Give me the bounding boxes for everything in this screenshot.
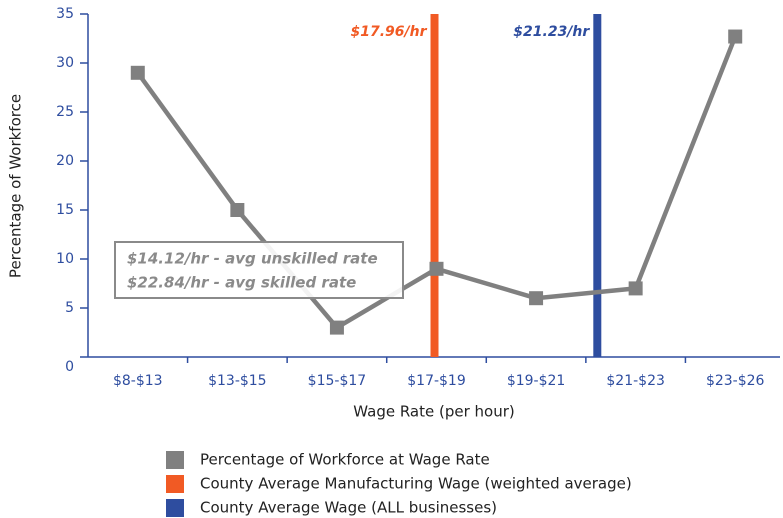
- annotation: $22.84/hr - avg skilled rate: [127, 274, 356, 292]
- legend-label: County Average Wage (ALL businesses): [200, 499, 497, 517]
- data-point: [130, 65, 145, 80]
- y-tick-label: 20: [56, 153, 74, 169]
- x-tick-label: $15-$17: [308, 373, 367, 389]
- y-tick-label: 35: [56, 6, 74, 22]
- legend-label: Percentage of Workforce at Wage Rate: [200, 451, 490, 469]
- data-point: [429, 261, 444, 276]
- legend-swatch: [166, 451, 184, 469]
- legend-swatch: [166, 475, 184, 493]
- y-tick-label: 0: [65, 359, 74, 375]
- legend-label: County Average Manufacturing Wage (weigh…: [200, 475, 632, 493]
- x-tick-label: $21-$23: [606, 373, 665, 389]
- y-tick-label: 10: [56, 251, 74, 267]
- reference-label: $17.96/hr: [350, 24, 427, 40]
- x-axis-label: Wage Rate (per hour): [353, 403, 515, 421]
- x-tick-label: $17-$19: [407, 373, 466, 389]
- y-tick-label: 15: [56, 202, 74, 218]
- y-axis-label: Percentage of Workforce: [7, 94, 25, 278]
- x-tick-label: $13-$15: [208, 373, 267, 389]
- y-tick-label: 5: [65, 300, 74, 316]
- x-tick-label: $19-$21: [507, 373, 566, 389]
- data-point: [529, 291, 544, 306]
- y-tick-label: 30: [56, 55, 74, 71]
- data-point: [230, 203, 245, 217]
- y-tick-label: 25: [56, 104, 74, 120]
- data-point: [329, 320, 344, 335]
- data-point: [728, 29, 743, 44]
- data-point: [628, 281, 643, 296]
- annotation-box: [114, 241, 404, 299]
- legend-swatch: [166, 499, 184, 517]
- reference-label: $21.23/hr: [513, 24, 590, 40]
- x-tick-label: $23-$26: [706, 373, 765, 389]
- x-tick-label: $8-$13: [113, 373, 163, 389]
- annotation: $14.12/hr - avg unskilled rate: [127, 250, 378, 268]
